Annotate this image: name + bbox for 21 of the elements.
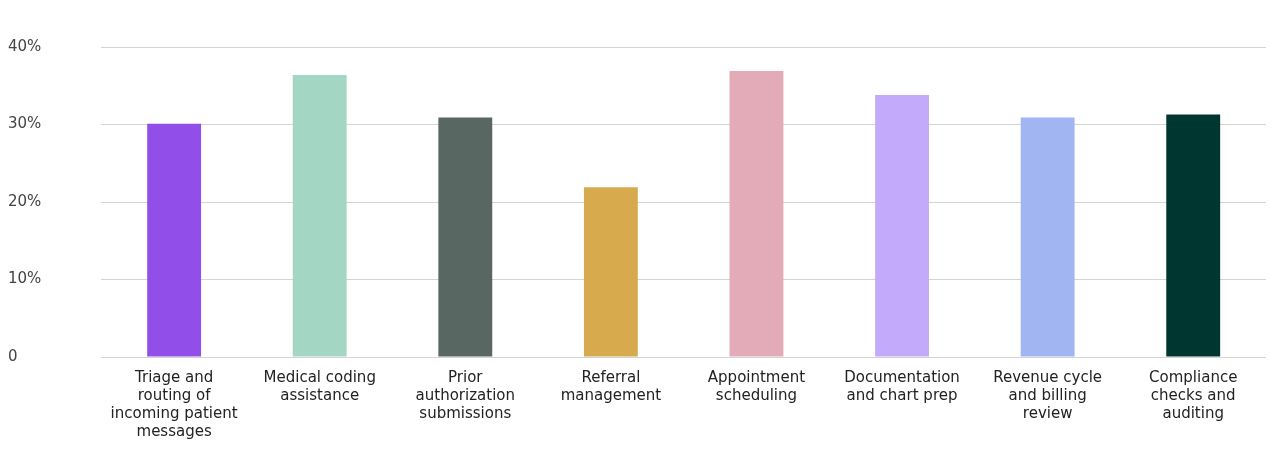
bar: [729, 71, 784, 357]
x-tick-label: Compliance checks and auditing: [1149, 367, 1238, 422]
bar: [583, 187, 638, 357]
bar: [1166, 114, 1221, 357]
bar: [147, 123, 202, 357]
y-tick-label: 0: [8, 346, 18, 365]
y-tick-label: 30%: [8, 114, 42, 133]
x-tick-label: Prior authorization submissions: [415, 367, 515, 422]
bar: [875, 95, 929, 357]
x-tick-label: Revenue cycle and billing review: [993, 367, 1103, 422]
x-tick-label: Appointment scheduling: [707, 367, 806, 404]
bar: [1020, 117, 1075, 357]
y-tick-label: 20%: [8, 191, 42, 210]
bar: [438, 117, 493, 357]
y-tick-label: 40%: [8, 36, 42, 55]
x-tick-label: Triage and routing of incoming patient messages: [110, 367, 238, 440]
bar: [292, 74, 347, 357]
y-tick-label: 10%: [8, 269, 42, 288]
x-tick-label: Documentation and chart prep: [844, 367, 960, 404]
x-tick-label: Medical coding assistance: [263, 367, 376, 404]
x-tick-label: Referral management: [560, 367, 662, 404]
